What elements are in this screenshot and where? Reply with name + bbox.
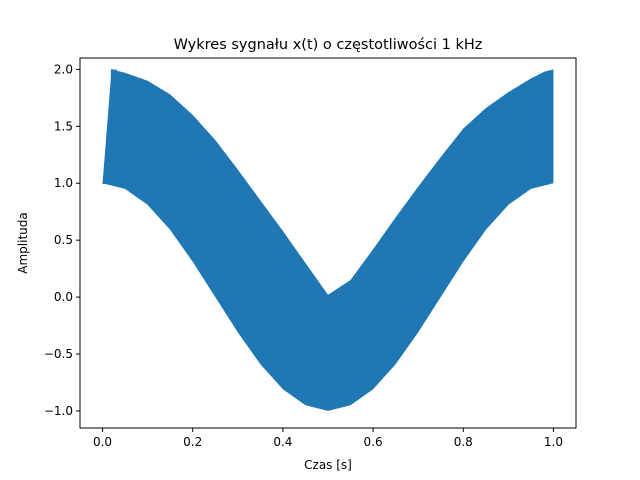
y-tick-label: −0.5: [44, 347, 73, 361]
x-axis-label: Czas [s]: [304, 458, 352, 472]
y-tick-label: 1.5: [54, 119, 73, 133]
y-tick-label: 2.0: [54, 62, 73, 76]
y-axis: −1.0 −0.5 0.0 0.5 1.0 1.5 2.0: [44, 62, 80, 418]
signal-spikes: [102, 69, 550, 309]
x-axis: 0.0 0.2 0.4 0.6 0.8 1.0: [93, 428, 563, 449]
plot-frame: [79, 57, 577, 429]
y-tick-label: 0.5: [54, 233, 73, 247]
x-tick-label: 0.4: [273, 435, 292, 449]
signal-band: [102, 69, 554, 411]
y-tick-label: 0.0: [54, 290, 73, 304]
y-axis-label: Amplituda: [16, 212, 30, 273]
y-tick-label: −1.0: [44, 404, 73, 418]
x-tick-label: 0.0: [93, 435, 112, 449]
chart-title: Wykres sygnału x(t) o częstotliwości 1 k…: [174, 37, 483, 53]
y-tick-label: 1.0: [54, 176, 73, 190]
x-tick-label: 0.6: [364, 435, 383, 449]
x-tick-label: 1.0: [544, 435, 563, 449]
plot-area: [102, 69, 554, 411]
x-tick-label: 0.8: [454, 435, 473, 449]
x-tick-label: 0.2: [183, 435, 202, 449]
